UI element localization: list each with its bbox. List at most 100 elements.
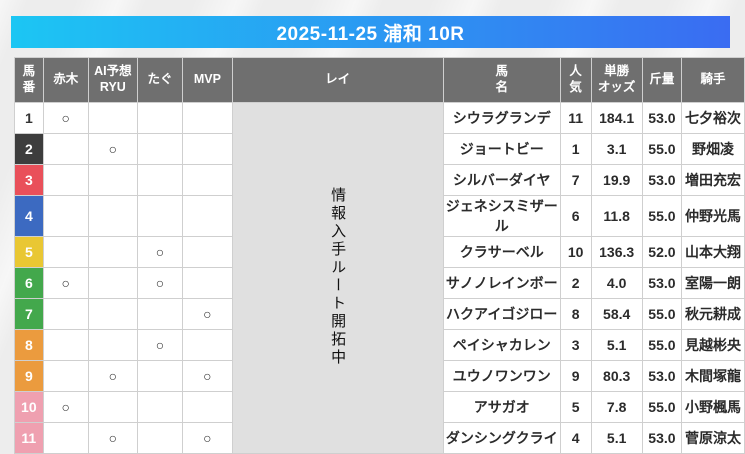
win-odds: 5.1 xyxy=(590,329,643,361)
mark-mvp xyxy=(182,267,233,299)
carried-weight: 55.0 xyxy=(641,391,683,423)
popularity-rank: 10 xyxy=(559,236,592,268)
table-row: 8 ○ ペイシャカレン 3 5.1 55.0 見越彬央 xyxy=(14,329,745,361)
carried-weight: 55.0 xyxy=(641,195,683,237)
mark-mvp xyxy=(182,164,233,196)
win-odds: 184.1 xyxy=(590,102,643,134)
mark-ai-yoso-ryu: ○ xyxy=(87,133,138,165)
jockey-name: 室陽一朗 xyxy=(681,267,745,299)
horse-name: ダンシングクライ xyxy=(442,422,561,454)
mark-ai-yoso-ryu xyxy=(87,236,138,268)
mark-ai-yoso-ryu xyxy=(87,102,138,134)
table-row: 4 ジェネシスミザール 6 11.8 55.0 仲野光馬 xyxy=(14,195,745,237)
horse-name: シウラグランデ xyxy=(442,102,561,134)
table-row: 10 ○ アサガオ 5 7.8 55.0 小野楓馬 xyxy=(14,391,745,423)
mark-mvp xyxy=(182,195,233,237)
column-header-weight: 斤量 xyxy=(641,57,683,103)
jockey-name: 増田充宏 xyxy=(681,164,745,196)
jockey-name: 仲野光馬 xyxy=(681,195,745,237)
mark-akagi: ○ xyxy=(42,391,89,423)
mark-akagi xyxy=(42,298,89,330)
table-row: 6 ○ ○ サノノレインボー 2 4.0 53.0 室陽一朗 xyxy=(14,267,745,299)
table-row: 3 シルバーダイヤ 7 19.9 53.0 増田充宏 xyxy=(14,164,745,196)
horse-number: 3 xyxy=(14,164,44,196)
popularity-rank: 7 xyxy=(559,164,592,196)
header-row: 馬 番 赤木 AI予想 RYU たぐ MVP レイ 馬 名 人 気 単勝 オッズ… xyxy=(14,57,745,103)
horse-number: 6 xyxy=(14,267,44,299)
popularity-rank: 9 xyxy=(559,360,592,392)
mark-akagi xyxy=(42,329,89,361)
win-odds: 19.9 xyxy=(590,164,643,196)
carried-weight: 55.0 xyxy=(641,298,683,330)
mark-mvp: ○ xyxy=(182,422,233,454)
column-header-horse-number: 馬 番 xyxy=(14,57,44,103)
win-odds: 4.0 xyxy=(590,267,643,299)
mark-tagu: ○ xyxy=(136,267,184,299)
mark-mvp xyxy=(182,236,233,268)
carried-weight: 53.0 xyxy=(641,360,683,392)
jockey-name: 見越彬央 xyxy=(681,329,745,361)
win-odds: 58.4 xyxy=(590,298,643,330)
mark-akagi xyxy=(42,360,89,392)
table-header: 馬 番 赤木 AI予想 RYU たぐ MVP レイ 馬 名 人 気 単勝 オッズ… xyxy=(14,57,745,103)
carried-weight: 53.0 xyxy=(641,164,683,196)
carried-weight: 52.0 xyxy=(641,236,683,268)
mark-akagi xyxy=(42,195,89,237)
win-odds: 7.8 xyxy=(590,391,643,423)
mark-tagu xyxy=(136,133,184,165)
mark-ai-yoso-ryu xyxy=(87,298,138,330)
column-header-win-odds: 単勝 オッズ xyxy=(590,57,643,103)
mark-ai-yoso-ryu xyxy=(87,329,138,361)
mark-mvp xyxy=(182,102,233,134)
horse-number: 1 xyxy=(14,102,44,134)
column-header-mvp: MVP xyxy=(182,57,233,103)
mark-mvp: ○ xyxy=(182,298,233,330)
popularity-rank: 8 xyxy=(559,298,592,330)
info-route-text: 情報入手ルート開拓中 xyxy=(329,186,347,367)
jockey-name: 秋元耕成 xyxy=(681,298,745,330)
carried-weight: 55.0 xyxy=(641,329,683,361)
horse-name: シルバーダイヤ xyxy=(442,164,561,196)
horse-name: ペイシャカレン xyxy=(442,329,561,361)
mark-tagu xyxy=(136,102,184,134)
horse-name: クラサーベル xyxy=(442,236,561,268)
horse-number: 10 xyxy=(14,391,44,423)
mark-ai-yoso-ryu: ○ xyxy=(87,422,138,454)
horse-name: ユウノワンワン xyxy=(442,360,561,392)
mark-mvp xyxy=(182,329,233,361)
horse-name: ハクアイゴジロー xyxy=(442,298,561,330)
column-header-popularity: 人 気 xyxy=(559,57,592,103)
carried-weight: 53.0 xyxy=(641,267,683,299)
carried-weight: 55.0 xyxy=(641,133,683,165)
horse-number: 5 xyxy=(14,236,44,268)
popularity-rank: 3 xyxy=(559,329,592,361)
carried-weight: 53.0 xyxy=(641,422,683,454)
mark-mvp xyxy=(182,133,233,165)
horse-number: 4 xyxy=(14,195,44,237)
table-row: 7 ○ ハクアイゴジロー 8 58.4 55.0 秋元耕成 xyxy=(14,298,745,330)
mark-tagu xyxy=(136,422,184,454)
predictions-table: 馬 番 赤木 AI予想 RYU たぐ MVP レイ 馬 名 人 気 単勝 オッズ… xyxy=(14,57,745,454)
table-row: 9 ○ ○ ユウノワンワン 9 80.3 53.0 木間塚龍 xyxy=(14,360,745,392)
horse-name: ジェネシスミザール xyxy=(442,195,561,237)
carried-weight: 53.0 xyxy=(641,102,683,134)
mark-akagi: ○ xyxy=(42,102,89,134)
win-odds: 80.3 xyxy=(590,360,643,392)
info-route-notice: 情報入手ルート開拓中 xyxy=(231,102,444,454)
horse-name: ジョートビー xyxy=(442,133,561,165)
mark-akagi xyxy=(42,236,89,268)
mark-mvp xyxy=(182,391,233,423)
race-title-bar: 2025-11-25 浦和 10R xyxy=(11,16,730,48)
popularity-rank: 1 xyxy=(559,133,592,165)
mark-ai-yoso-ryu xyxy=(87,164,138,196)
horse-number: 11 xyxy=(14,422,44,454)
horse-number: 7 xyxy=(14,298,44,330)
jockey-name: 山本大翔 xyxy=(681,236,745,268)
jockey-name: 野畑凌 xyxy=(681,133,745,165)
popularity-rank: 5 xyxy=(559,391,592,423)
horse-number: 8 xyxy=(14,329,44,361)
table-row: 5 ○ クラサーベル 10 136.3 52.0 山本大翔 xyxy=(14,236,745,268)
mark-tagu: ○ xyxy=(136,329,184,361)
column-header-rei: レイ xyxy=(231,57,444,103)
